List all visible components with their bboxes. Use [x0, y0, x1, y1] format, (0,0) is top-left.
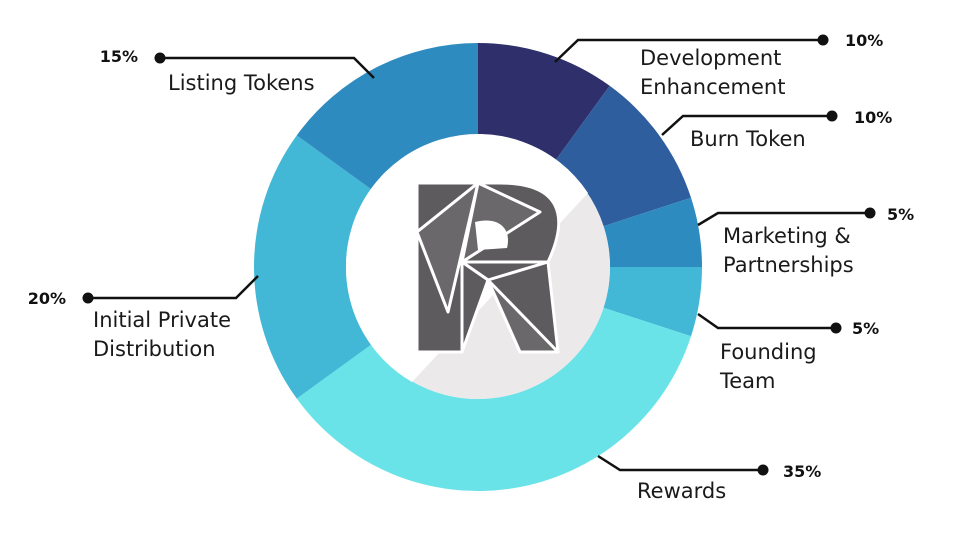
leader-dot-burn-token [826, 110, 838, 122]
slice-marketing-partnerships [603, 197, 702, 267]
slice-value-development-enhancement: 10% [845, 31, 883, 50]
r-logo-icon [415, 181, 561, 354]
slice-value-listing-tokens: 15% [100, 47, 138, 66]
slice-label-initial-private-distribution: Initial Private Distribution [93, 308, 231, 361]
slice-rewards [296, 307, 692, 492]
slice-annotations: Development Enhancement 10% Burn Token 10% Ma… [28, 31, 914, 503]
leader-dot-founding-team [830, 322, 842, 334]
slice-value-initial-private-distribution: 20% [28, 289, 66, 308]
leader-dot-listing-tokens [154, 52, 166, 64]
leader-line-development-enhancement [554, 38, 823, 63]
leader-dot-development-enhancement [817, 34, 829, 46]
slice-value-marketing-partnerships: 5% [887, 205, 914, 224]
slice-listing-tokens [296, 43, 478, 190]
slice-value-rewards: 35% [783, 462, 821, 481]
leader-line-founding-team [697, 312, 836, 330]
leader-dot-rewards [757, 464, 769, 476]
slice-founding-team [603, 267, 702, 337]
leader-line-marketing-partnerships [697, 211, 870, 227]
slice-label-marketing-partnerships: Marketing & Partnerships [723, 224, 854, 277]
leader-dot-marketing-partnerships [864, 207, 876, 219]
slice-label-development-enhancement: Development Enhancement [640, 46, 785, 99]
slice-burn-token [555, 85, 692, 227]
slice-label-listing-tokens: Listing Tokens [168, 71, 315, 95]
slice-label-burn-token: Burn Token [690, 127, 806, 151]
slice-label-rewards: Rewards [637, 479, 726, 503]
leader-line-listing-tokens [160, 56, 375, 79]
slice-value-burn-token: 10% [854, 108, 892, 127]
leader-line-rewards [597, 454, 763, 472]
leader-line-burn-token [661, 114, 832, 136]
slice-value-founding-team: 5% [852, 319, 879, 338]
slice-development-enhancement [478, 43, 610, 161]
slice-initial-private-distribution [254, 135, 372, 399]
leader-line-initial-private-distribution [88, 275, 259, 300]
leader-dot-initial-private-distribution [82, 292, 94, 304]
donut-slices [254, 43, 702, 492]
slice-label-founding-team: Founding Team [719, 340, 817, 393]
